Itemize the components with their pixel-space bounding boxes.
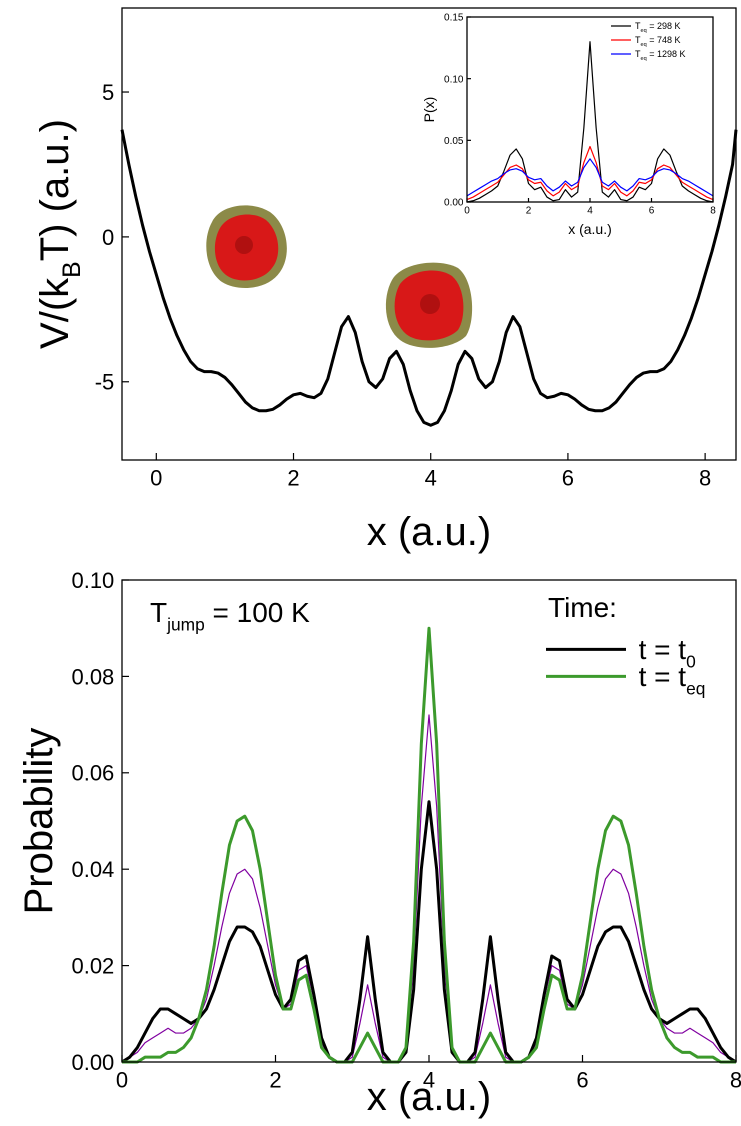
text-part: B [59, 261, 86, 278]
y-axis-label: Probability [17, 728, 61, 915]
text-part: 0 [686, 652, 696, 672]
x-tick-label: 6 [649, 206, 655, 217]
x-tick-label: 0 [464, 206, 470, 217]
text-part: T [635, 21, 641, 31]
y-tick-label: 0.15 [444, 13, 464, 24]
x-tick-label: 4 [423, 1067, 435, 1092]
x-tick-label: 8 [730, 1067, 741, 1092]
y-tick-label: 0.06 [71, 761, 114, 786]
particle-pit [235, 236, 253, 254]
plot-frame [466, 16, 714, 203]
y-tick-label: -5 [95, 370, 115, 395]
legend-label: Teq = 298 K [635, 21, 681, 34]
text-part: = 100 K [205, 597, 310, 628]
y-tick-label: 0.05 [444, 136, 464, 147]
legend-title: Time: [548, 592, 617, 623]
x-tick-label: 4 [425, 465, 437, 490]
x-tick-label: 0 [150, 465, 162, 490]
x-tick-label: 2 [526, 206, 532, 217]
legend-label: Teq = 748 K [635, 35, 681, 48]
series-line [120, 129, 738, 427]
x-tick-label: 8 [710, 206, 716, 217]
text-part: eq [641, 42, 647, 48]
chart: 0 2 4 6 8 0.00 0.02 0.04 0.06 0.08 0.10 [71, 568, 741, 1092]
series-line [466, 145, 714, 201]
legend-label: Teq = 1298 K [635, 49, 686, 62]
text-part: T [635, 35, 641, 45]
series-line [466, 158, 714, 197]
series-line [121, 800, 737, 1064]
plot-frame [121, 579, 737, 1063]
chart: 0 2 4 6 8 -5 0 5 [95, 7, 738, 490]
y-tick-label: 0.10 [444, 74, 464, 85]
x-tick-label: 4 [587, 206, 593, 217]
text-part: T) (a.u.) [33, 119, 77, 261]
legend-label: t = t0 [639, 634, 696, 671]
y-tick-label: 0.08 [71, 664, 114, 689]
y-tick-label: 0.00 [444, 198, 464, 209]
text-part: = 748 K [647, 35, 681, 45]
x-tick-label: 2 [269, 1067, 281, 1092]
y-tick-label: 5 [102, 80, 114, 105]
text-part: T [150, 597, 167, 628]
text-part: t = t [639, 661, 687, 692]
text-part: eq [641, 28, 647, 34]
y-tick-label: 0.04 [71, 857, 114, 882]
legend-label: t = teq [639, 661, 706, 698]
y-axis-label: V/(kBT) (a.u.) [33, 119, 86, 349]
x-axis-label: x (a.u.) [367, 510, 491, 554]
x-tick-label: 6 [576, 1067, 588, 1092]
x-axis-label: x (a.u.) [367, 1075, 491, 1119]
text-part: = 1298 K [647, 49, 686, 59]
x-tick-label: 0 [116, 1067, 128, 1092]
y-axis-label: P(x) [421, 97, 437, 123]
plot-frame [121, 7, 737, 461]
text-part: t = t [639, 634, 687, 665]
series-line [466, 41, 714, 203]
text-part: T [635, 49, 641, 59]
text-part: eq [686, 679, 705, 699]
particle-pit [420, 294, 440, 314]
x-tick-label: 8 [699, 465, 711, 490]
x-tick-label: 6 [562, 465, 574, 490]
y-tick-label: 0.02 [71, 954, 114, 979]
x-tick-label: 2 [287, 465, 299, 490]
series-line [121, 714, 737, 1063]
y-tick-label: 0.00 [71, 1050, 114, 1075]
text-part: = 298 K [647, 21, 681, 31]
y-tick-label: 0.10 [71, 568, 114, 593]
text-part: V/(k [33, 277, 77, 349]
text-part: jump [166, 614, 205, 634]
annotation: Tjump = 100 K [150, 597, 310, 634]
x-axis-label: x (a.u.) [568, 221, 612, 237]
nanoparticle-images [206, 205, 473, 348]
y-tick-label: 0 [102, 225, 114, 250]
series-line [122, 626, 736, 1064]
chart: 0 2 4 6 8 0.00 0.05 0.10 0.15 [444, 13, 716, 217]
text-part: eq [641, 56, 647, 62]
